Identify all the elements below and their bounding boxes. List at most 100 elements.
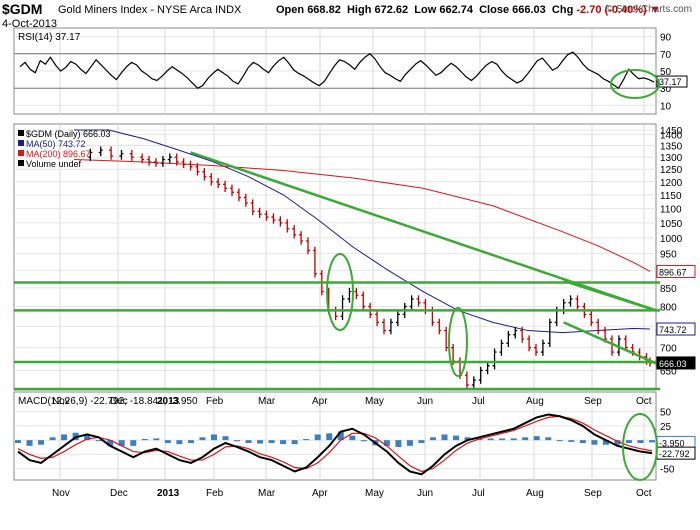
macd-x-label: Mar — [258, 488, 276, 499]
macd-histogram-bar — [464, 437, 471, 441]
macd-histogram-bar — [95, 440, 102, 442]
macd-histogram-bar — [406, 440, 413, 446]
trendline-0 — [190, 151, 657, 312]
price-bar — [257, 207, 262, 218]
price-bar — [527, 335, 532, 352]
down-arrow-icon: ▼ — [649, 4, 661, 16]
macd-histogram-bar — [418, 440, 425, 443]
macd-histogram-bar — [187, 440, 194, 443]
macd-histogram-bar — [591, 440, 598, 445]
price-tick-label: 1250 — [660, 165, 683, 176]
macd-x-label: Feb — [206, 488, 224, 499]
macd-histogram-bar — [441, 434, 448, 441]
rsi-tick-label: 50 — [660, 67, 672, 78]
price-bar — [98, 146, 103, 157]
macd-histogram-bar — [337, 431, 344, 441]
brand-credit[interactable]: © StockCharts.com — [605, 4, 692, 15]
price-bar — [147, 155, 152, 166]
price-tick-label: 1200 — [660, 178, 683, 189]
price-bar — [485, 362, 490, 375]
price-x-label: Jul — [472, 396, 485, 407]
close-value: 666.03 — [512, 4, 546, 16]
macd-histogram-bar — [360, 440, 367, 442]
macd-histogram-bar — [429, 437, 436, 441]
macd-histogram-bar — [579, 440, 586, 443]
price-bar — [361, 291, 366, 311]
macd-histogram-bar — [637, 440, 644, 443]
macd-histogram-bar — [522, 437, 529, 441]
price-bar — [616, 335, 621, 356]
macd-histogram-bar — [26, 440, 33, 446]
macd-line — [17, 413, 653, 476]
trendline-1 — [563, 279, 657, 312]
price-bar — [109, 146, 114, 160]
price-bar — [243, 193, 248, 207]
price-x-label: Sep — [584, 396, 602, 407]
rsi-highlight-ellipse — [610, 69, 660, 99]
price-bar — [88, 148, 93, 161]
price-tick-label: 700 — [660, 344, 677, 355]
macd-tick-label: 50 — [660, 408, 672, 419]
price-bar — [471, 376, 476, 389]
ma50-line — [74, 129, 651, 334]
price-bar — [347, 287, 352, 303]
price-tick-label: 800 — [660, 303, 677, 314]
price-tick-label: 1350 — [660, 142, 683, 153]
price-tick-label: 1100 — [660, 205, 682, 216]
macd-legend: MACD(12,26,9) -22.792, -18.841, -3.950 — [18, 396, 198, 407]
price-bar — [492, 348, 497, 370]
macd-histogram-bar — [303, 439, 310, 441]
macd-histogram-bar — [84, 435, 91, 441]
macd-histogram-bar — [625, 440, 632, 443]
macd-histogram-bar — [164, 440, 171, 443]
price-bar — [236, 188, 241, 202]
price-bar — [520, 326, 525, 343]
macd-x-label: Aug — [526, 488, 544, 499]
price-x-label: Aug — [526, 396, 544, 407]
macd-histogram-bar — [383, 440, 390, 446]
price-axis-marker — [656, 264, 696, 278]
macd-x-label: 2013 — [157, 488, 180, 499]
price-bar — [513, 326, 518, 339]
macd-histogram-bar — [568, 440, 575, 442]
price-axis-marker — [656, 356, 696, 370]
macd-signal-line — [17, 415, 653, 473]
macd-histogram-bar — [314, 434, 321, 441]
macd-histogram-bar — [210, 434, 217, 441]
price-tick-label: 1400 — [660, 130, 683, 141]
price-tick-label: 650 — [660, 366, 677, 377]
price-bar — [264, 210, 269, 221]
price-bar — [534, 343, 538, 356]
price-axis-marker-label: 896.67 — [659, 267, 687, 277]
macd-histogram-bar — [602, 440, 609, 445]
macd-histogram-bar — [499, 438, 506, 441]
macd-x-label: Jul — [472, 488, 485, 499]
macd-histogram-bar — [291, 440, 298, 445]
chg-value: -2.70 (-0.40%) — [576, 4, 647, 16]
price-bar — [174, 153, 179, 166]
macd-histogram-bar — [245, 440, 252, 443]
price-bar — [154, 158, 158, 167]
macd-histogram-bar — [545, 437, 552, 441]
price-x-label: Oct — [636, 396, 652, 407]
price-bar — [388, 318, 393, 335]
trendline-2 — [563, 321, 657, 365]
macd-tick-label: -50 — [660, 465, 675, 476]
macd-histogram-bar — [130, 440, 137, 446]
price-bar — [589, 310, 594, 327]
price-bar — [160, 155, 165, 167]
price-bar — [547, 318, 552, 348]
macd-histogram-bar — [453, 435, 460, 441]
price-tick-label: 950 — [660, 250, 677, 261]
macd-histogram-bar — [176, 440, 183, 445]
macd-x-label: Apr — [312, 488, 328, 499]
high-value: 672.62 — [374, 4, 409, 16]
rsi-last-label: 37.17 — [659, 77, 682, 87]
price-highlight-ellipse-0 — [326, 253, 354, 331]
price-axis-marker-label: 666.03 — [659, 359, 687, 369]
price-x-label: Mar — [258, 396, 276, 407]
price-bar — [119, 149, 124, 160]
macd-histogram-bar — [268, 440, 275, 443]
macd-histogram-bar — [556, 440, 563, 442]
